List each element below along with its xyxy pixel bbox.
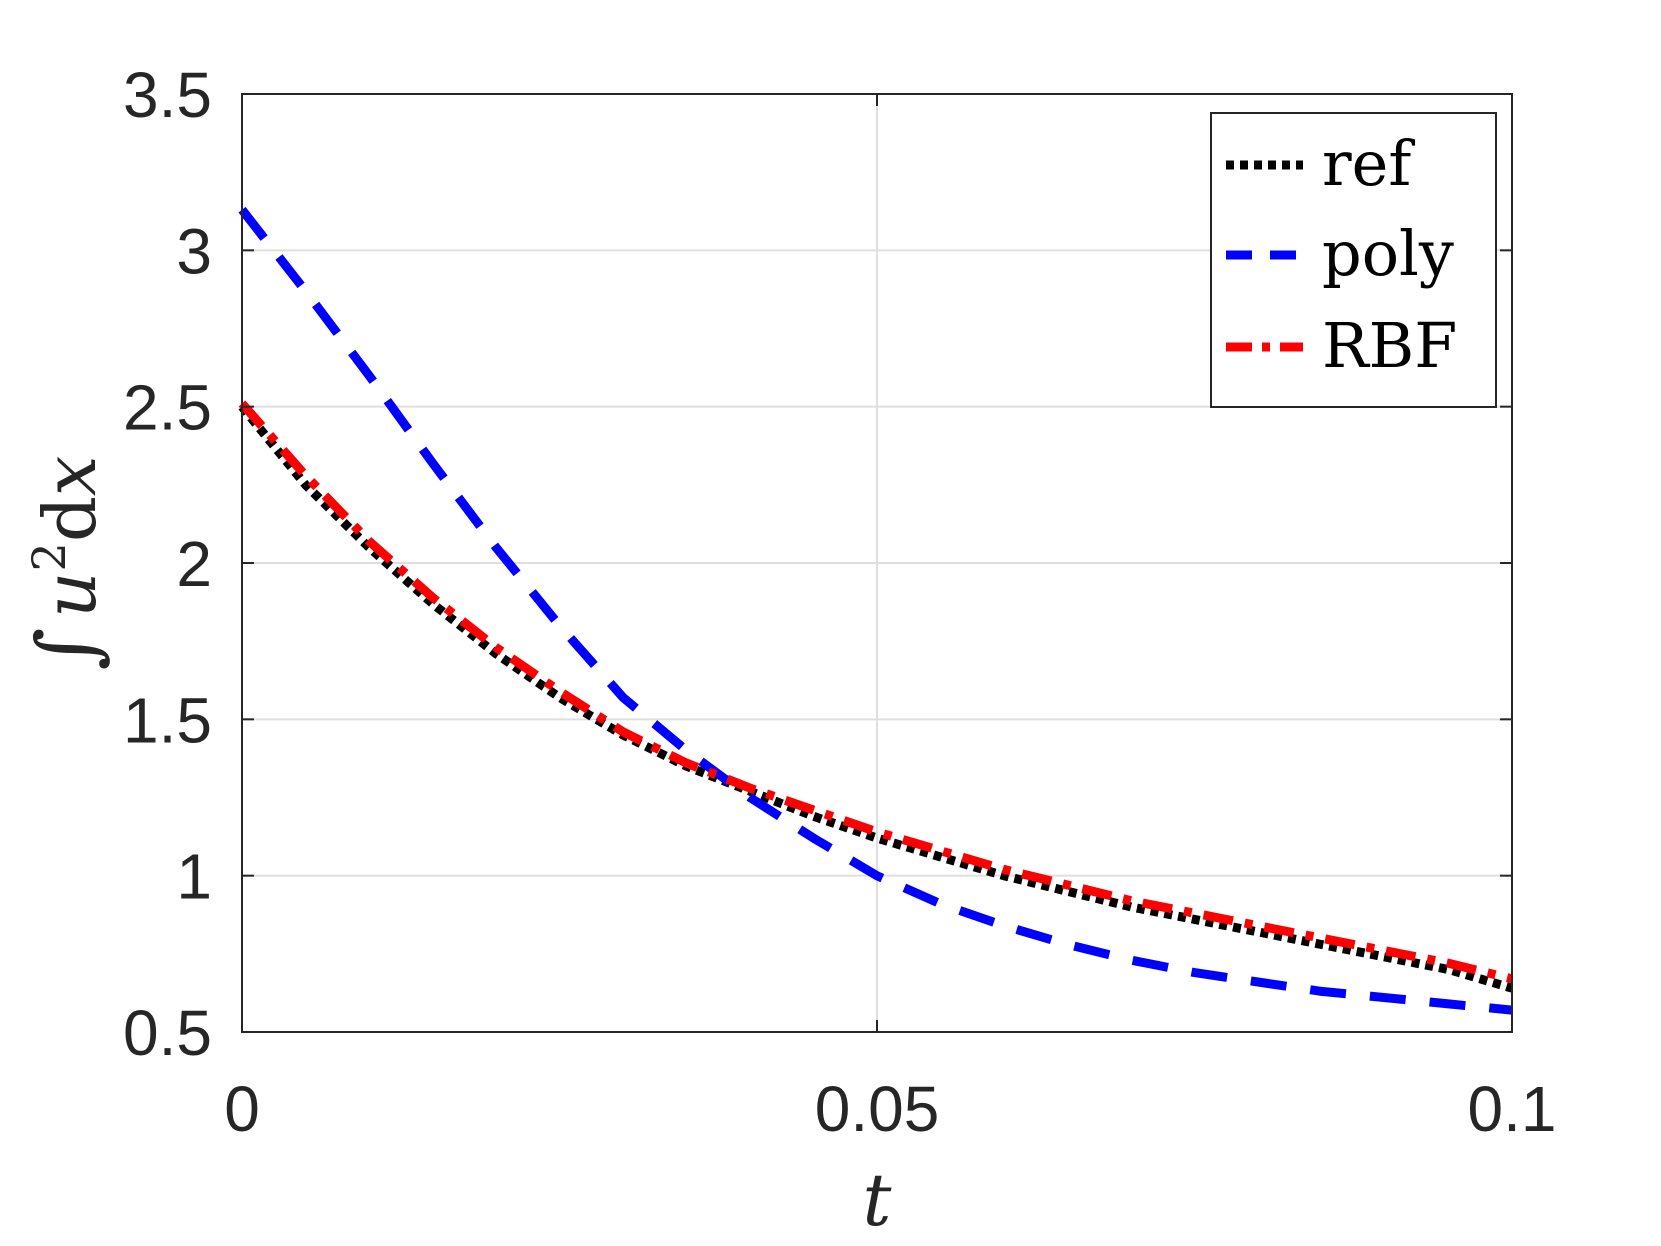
y-tick-label: 2.5 [123, 372, 212, 444]
y-label-integral: ∫ [20, 628, 115, 671]
legend-label-poly: poly [1322, 217, 1454, 290]
line-chart: 0 0.05 0.10.511.522.533.5 t ∫u2dx ref poly… [0, 0, 1661, 1246]
x-tick-label: 0 [224, 1073, 260, 1145]
x-axis-label: t [863, 1158, 893, 1242]
y-tick-label: 3 [176, 215, 212, 287]
legend-label-ref: ref [1322, 127, 1415, 200]
y-label-exponent: 2 [22, 542, 76, 571]
y-tick-label: 1.5 [123, 684, 212, 756]
y-tick-label: 1 [176, 841, 212, 913]
y-tick-label: 3.5 [123, 59, 212, 131]
y-label-d: d [28, 496, 112, 542]
legend-label-rbf: RBF [1322, 309, 1457, 382]
y-tick-label: 0.5 [123, 997, 212, 1069]
y-label-x: x [28, 455, 112, 496]
y-label-u: u [28, 571, 112, 617]
x-tick-label: 0.05 [815, 1073, 940, 1145]
y-tick-label: 2 [176, 528, 212, 600]
x-tick-label: 0.1 [1468, 1073, 1557, 1145]
legend: ref poly RBF [1211, 113, 1496, 407]
